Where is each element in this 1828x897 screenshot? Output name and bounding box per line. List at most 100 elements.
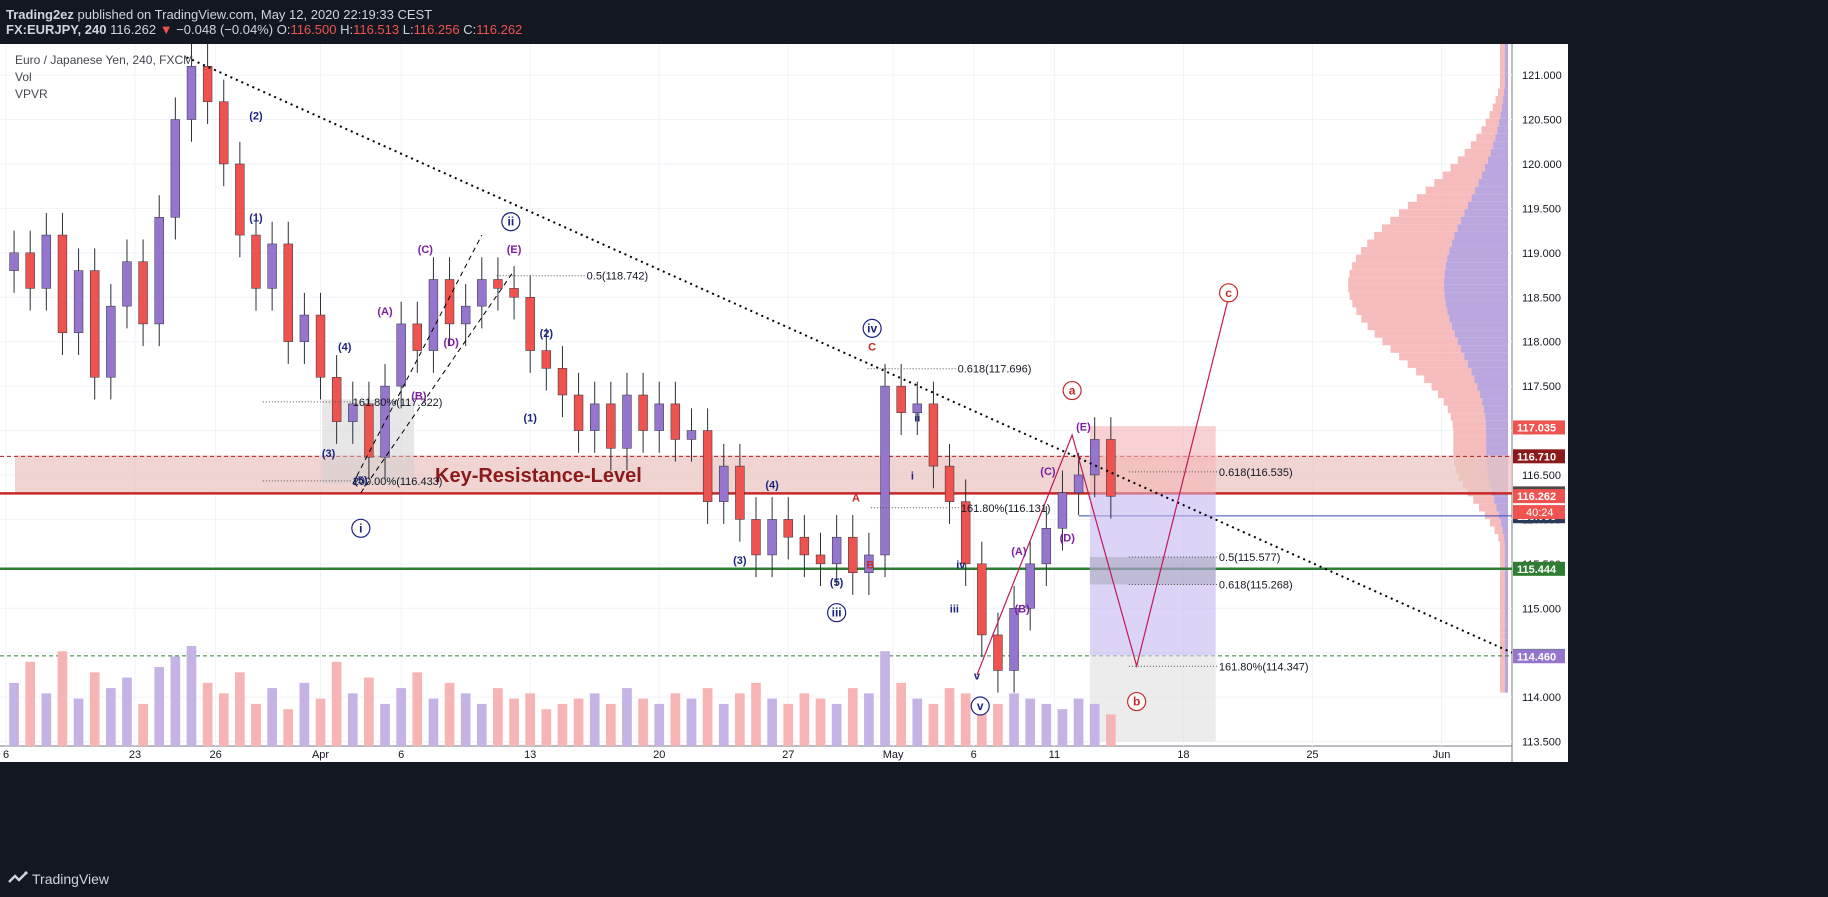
time-tick-label: 27 bbox=[782, 749, 794, 761]
volume-bar bbox=[1009, 693, 1019, 746]
vpvr-bar-down bbox=[1450, 413, 1486, 421]
vpvr-bar-up bbox=[1504, 88, 1508, 96]
volume-bar bbox=[541, 709, 552, 746]
candle-body bbox=[880, 385, 890, 556]
vpvr-bar-down bbox=[1361, 315, 1450, 323]
vpvr-bar-down bbox=[1443, 398, 1483, 406]
candle-body bbox=[219, 101, 229, 165]
fib-label: 0.618(115.268) bbox=[1219, 579, 1293, 591]
wave-label: C bbox=[868, 342, 876, 354]
vpvr-bar-down bbox=[1356, 307, 1448, 316]
vpvr-bar-up bbox=[1454, 330, 1508, 338]
volume-bar bbox=[960, 693, 971, 746]
vpvr-bar-down bbox=[1442, 171, 1482, 180]
candle-body bbox=[41, 234, 52, 289]
candle-body bbox=[202, 65, 213, 103]
tradingview-logo-icon[interactable] bbox=[8, 871, 28, 887]
candle-body bbox=[90, 270, 100, 378]
vpvr-bar-down bbox=[1500, 617, 1505, 625]
vpvr-bar-up bbox=[1457, 337, 1508, 346]
price-level-tag bbox=[1513, 561, 1565, 576]
vpvr-bar-down bbox=[1492, 103, 1502, 112]
vpvr-bar-up bbox=[1444, 277, 1508, 285]
vpvr-bar-down bbox=[1352, 299, 1446, 308]
vpvr-bar-down bbox=[1500, 602, 1505, 610]
candle-body bbox=[638, 394, 648, 431]
volume-bar bbox=[799, 693, 810, 746]
chart-area[interactable]: 121.000 120.500 120.000 119.500 119.000 118.5… bbox=[0, 44, 1828, 862]
fib-label: 161.80%(117.322) bbox=[353, 397, 443, 409]
vpvr-bar-up bbox=[1447, 307, 1508, 316]
vpvr-bar-down bbox=[1431, 383, 1478, 391]
candle-body bbox=[73, 270, 84, 334]
vpvr-bar-down bbox=[1500, 685, 1505, 693]
price-chart[interactable]: 121.000 120.500 120.000 119.500 119.000 118.5… bbox=[0, 44, 1828, 862]
vpvr-bar-down bbox=[1500, 624, 1505, 633]
publisher-line: Trading2ez published on TradingView.com,… bbox=[6, 7, 432, 22]
low-value: 116.256 bbox=[413, 22, 460, 37]
vpvr-bar-down bbox=[1500, 579, 1505, 587]
price-level-tag bbox=[1513, 420, 1565, 435]
projected-wave-path bbox=[976, 297, 1230, 676]
vpvr-bar-down bbox=[1500, 586, 1505, 595]
circled-wave-marker bbox=[501, 212, 521, 232]
candle-body bbox=[1025, 563, 1035, 609]
publisher-name[interactable]: Trading2ez bbox=[6, 7, 74, 22]
vpvr-bar-up bbox=[1498, 511, 1508, 519]
candle-body bbox=[9, 252, 19, 271]
vpvr-bar-up bbox=[1485, 413, 1508, 421]
wave-label: (B) bbox=[411, 390, 427, 402]
vpvr-bar-up bbox=[1504, 80, 1508, 89]
legend-vpvr[interactable]: VPVR bbox=[15, 87, 48, 101]
wave-label: (A) bbox=[377, 306, 393, 318]
wave-label: (2) bbox=[249, 111, 263, 123]
vpvr-bar-up bbox=[1490, 148, 1508, 157]
vpvr-bar-down bbox=[1348, 277, 1445, 285]
volume-bar bbox=[89, 672, 100, 746]
candle-body bbox=[396, 323, 406, 387]
wave-label: (4) bbox=[765, 479, 779, 491]
vpvr-bar-down bbox=[1374, 231, 1455, 240]
vpvr-bar-down bbox=[1500, 677, 1505, 686]
volume-bar bbox=[460, 693, 471, 746]
volume-bar bbox=[1057, 709, 1068, 746]
price-tick-label: 116.500 bbox=[1522, 470, 1561, 482]
vpvr-bar-up bbox=[1504, 639, 1508, 648]
volume-bar bbox=[638, 698, 648, 746]
volume-bar bbox=[299, 682, 310, 746]
vpvr-bar-up bbox=[1481, 171, 1508, 180]
volume-bar bbox=[670, 693, 681, 746]
candle-body bbox=[493, 279, 503, 289]
key-resistance-label: Key-Resistance-Level bbox=[435, 465, 642, 487]
time-tick-label: 11 bbox=[1049, 749, 1060, 761]
wave-label: (C) bbox=[418, 244, 434, 256]
volume-bar bbox=[428, 698, 439, 746]
candle-body bbox=[541, 350, 552, 369]
trend-line bbox=[186, 56, 1513, 654]
candle-body bbox=[815, 554, 826, 565]
volume-bar bbox=[831, 703, 842, 746]
vpvr-bar-down bbox=[1416, 194, 1472, 202]
vpvr-bar-up bbox=[1496, 503, 1508, 512]
vpvr-bar-down bbox=[1348, 284, 1445, 293]
candle-body bbox=[896, 385, 906, 414]
candle-body bbox=[122, 261, 132, 307]
volume-bar bbox=[170, 656, 181, 746]
circled-wave-label: iii bbox=[832, 606, 842, 620]
volume-bar bbox=[347, 693, 358, 746]
legend-vol[interactable]: Vol bbox=[15, 70, 32, 84]
footer-brand[interactable]: TradingView bbox=[32, 871, 110, 887]
vpvr-bar-up bbox=[1504, 594, 1508, 603]
vpvr-bar-up bbox=[1449, 315, 1508, 323]
channel-line-upper bbox=[352, 234, 483, 485]
volume-bar bbox=[444, 682, 455, 746]
vpvr-bar-up bbox=[1464, 209, 1508, 217]
price-level-tag-label: 115.444 bbox=[1517, 564, 1557, 576]
fib-zone-box bbox=[1089, 556, 1216, 585]
key-resistance-zone bbox=[15, 455, 1512, 494]
volume-bar bbox=[880, 651, 890, 746]
vpvr-bar-down bbox=[1361, 247, 1450, 255]
candle-body bbox=[622, 394, 632, 449]
circled-wave-label: ii bbox=[508, 215, 515, 229]
vpvr-bar-up bbox=[1454, 231, 1508, 240]
